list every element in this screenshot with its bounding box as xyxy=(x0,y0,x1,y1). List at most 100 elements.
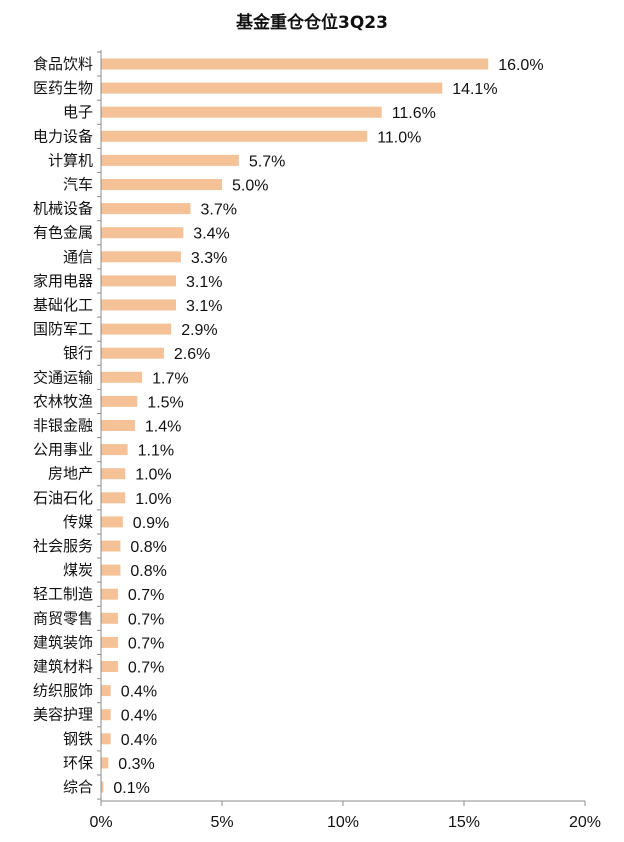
category-label-9: 家用电器 xyxy=(33,272,93,290)
bar-11 xyxy=(101,323,172,335)
category-label-17: 房地产 xyxy=(48,465,93,483)
category-label-19: 传媒 xyxy=(63,513,93,531)
value-label-4: 5.7% xyxy=(249,153,285,170)
value-label-16: 1.1% xyxy=(138,443,174,460)
x-tick-label-2: 10% xyxy=(327,814,359,831)
bar-10 xyxy=(101,299,176,311)
bar-20 xyxy=(101,540,121,552)
value-label-10: 3.1% xyxy=(186,298,222,315)
bar-0 xyxy=(101,58,489,70)
value-label-28: 0.4% xyxy=(121,732,157,749)
bar-7 xyxy=(101,227,184,239)
bar-13 xyxy=(101,371,143,383)
category-label-13: 交通运输 xyxy=(33,368,93,386)
bar-4 xyxy=(101,154,239,166)
value-label-11: 2.9% xyxy=(181,322,217,339)
value-label-2: 11.6% xyxy=(392,105,436,122)
bar-26 xyxy=(101,685,111,697)
category-label-22: 轻工制造 xyxy=(33,585,93,603)
category-label-11: 国防军工 xyxy=(33,320,93,338)
category-label-28: 钢铁 xyxy=(63,730,93,748)
value-label-5: 5.0% xyxy=(232,178,268,195)
category-label-23: 商贸零售 xyxy=(33,609,93,627)
x-tick-label-0: 0% xyxy=(89,814,112,831)
category-label-1: 医药生物 xyxy=(33,79,93,97)
value-label-23: 0.7% xyxy=(128,611,164,628)
value-label-30: 0.1% xyxy=(113,780,149,797)
bar-17 xyxy=(101,468,126,480)
value-label-13: 1.7% xyxy=(152,370,188,387)
bar-25 xyxy=(101,661,118,672)
value-label-25: 0.7% xyxy=(128,660,164,677)
x-tick-label-3: 15% xyxy=(448,814,480,831)
category-label-26: 纺织服饰 xyxy=(33,682,93,700)
category-label-25: 建筑材料 xyxy=(33,658,93,676)
axis-layer xyxy=(97,50,586,806)
bar-22 xyxy=(101,588,118,600)
value-label-15: 1.4% xyxy=(145,419,181,436)
bar-18 xyxy=(101,492,126,504)
bar-29 xyxy=(101,757,109,769)
category-label-10: 基础化工 xyxy=(33,296,93,314)
bar-24 xyxy=(101,636,118,648)
bar-9 xyxy=(101,275,176,287)
bar-14 xyxy=(101,395,138,407)
value-label-12: 2.6% xyxy=(174,346,210,363)
bar-28 xyxy=(101,733,111,745)
category-label-5: 汽车 xyxy=(63,176,93,194)
category-label-4: 计算机 xyxy=(48,151,93,169)
category-label-6: 机械设备 xyxy=(33,200,93,218)
bar-27 xyxy=(101,709,111,721)
bar-19 xyxy=(101,516,123,528)
value-label-26: 0.4% xyxy=(121,684,157,701)
category-label-12: 银行 xyxy=(63,344,93,362)
value-label-24: 0.7% xyxy=(128,635,164,652)
value-label-14: 1.5% xyxy=(147,394,183,411)
value-label-27: 0.4% xyxy=(121,708,157,725)
bars-layer xyxy=(101,58,489,793)
category-label-29: 环保 xyxy=(63,754,93,772)
value-label-21: 0.8% xyxy=(130,563,166,580)
bar-21 xyxy=(101,564,121,576)
value-label-1: 14.1% xyxy=(452,81,497,98)
category-label-30: 综合 xyxy=(63,778,93,796)
bar-12 xyxy=(101,347,164,359)
bar-1 xyxy=(101,82,443,94)
bar-6 xyxy=(101,203,191,215)
value-label-7: 3.4% xyxy=(193,226,229,243)
value-label-18: 1.0% xyxy=(135,491,171,508)
category-label-16: 公用事业 xyxy=(33,441,93,459)
category-label-21: 煤炭 xyxy=(63,561,93,579)
bar-23 xyxy=(101,612,118,624)
category-label-18: 石油石化 xyxy=(33,489,93,507)
bar-8 xyxy=(101,251,181,263)
bar-3 xyxy=(101,130,368,142)
x-tick-label-1: 5% xyxy=(210,814,233,831)
category-label-8: 通信 xyxy=(63,248,93,266)
bar-16 xyxy=(101,444,128,456)
category-label-2: 电子 xyxy=(63,103,93,121)
category-label-27: 美容护理 xyxy=(33,706,93,724)
value-label-0: 16.0% xyxy=(498,57,543,74)
category-label-15: 非银金融 xyxy=(33,417,93,435)
category-label-3: 电力设备 xyxy=(33,127,93,145)
bar-15 xyxy=(101,420,135,431)
category-label-20: 社会服务 xyxy=(33,537,93,555)
category-label-0: 食品饮料 xyxy=(33,55,93,73)
bar-2 xyxy=(101,106,382,118)
category-label-7: 有色金属 xyxy=(33,224,93,242)
chart-title: 基金重仓仓位3Q23 xyxy=(236,13,388,33)
value-label-9: 3.1% xyxy=(186,274,222,291)
category-label-24: 建筑装饰 xyxy=(33,633,93,651)
labels-layer: 食品饮料 16.0% 医药生物 14.1% 电子 11.6% 电力设备 11.0% 计算机 5.7… xyxy=(33,55,601,831)
value-label-17: 1.0% xyxy=(135,467,171,484)
bar-5 xyxy=(101,179,222,190)
value-label-20: 0.8% xyxy=(130,539,166,556)
value-label-29: 0.3% xyxy=(118,756,154,773)
value-label-3: 11.0% xyxy=(377,129,421,146)
x-tick-label-4: 20% xyxy=(569,814,601,831)
bar-30 xyxy=(101,781,104,793)
value-label-8: 3.3% xyxy=(191,250,227,267)
